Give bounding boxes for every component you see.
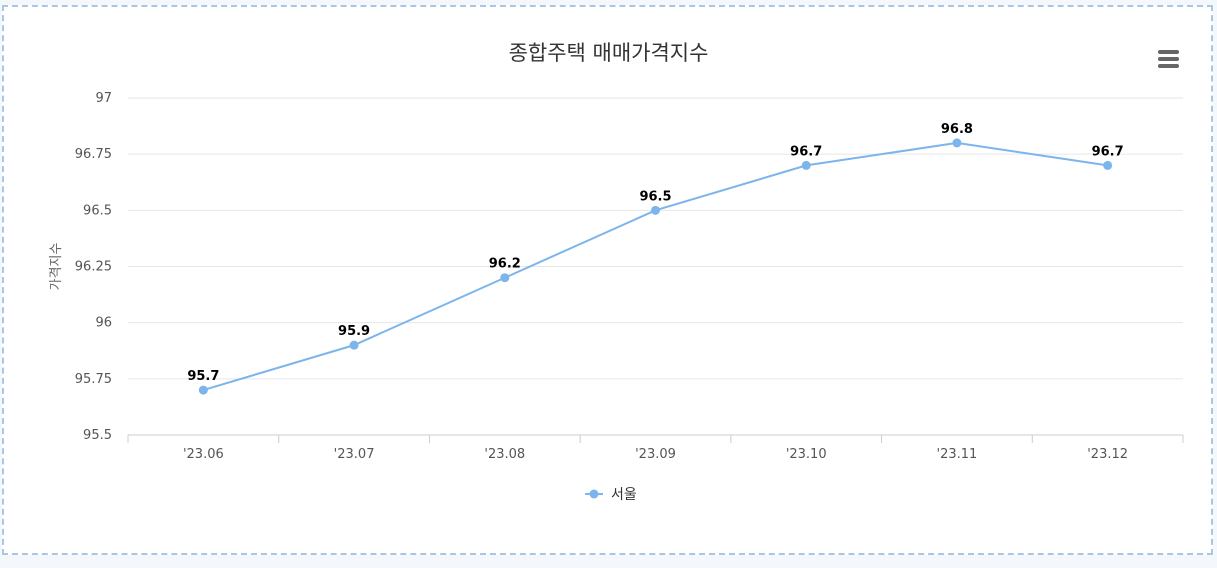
- data-label: 96.2: [489, 257, 521, 272]
- y-tick-label: 96.5: [83, 203, 112, 218]
- data-point[interactable]: [349, 340, 359, 350]
- hamburger-menu-icon-bar: [1158, 64, 1179, 68]
- chart-menu-button[interactable]: [1154, 46, 1182, 72]
- data-label: 95.7: [187, 369, 219, 384]
- x-tick-label: '23.09: [635, 447, 676, 462]
- x-tick-label: '23.08: [484, 447, 525, 462]
- data-point[interactable]: [198, 385, 208, 395]
- chart-title: 종합주택 매매가격지수: [508, 41, 709, 65]
- x-tick-label: '23.12: [1087, 447, 1128, 462]
- hamburger-menu-icon-bar: [1158, 57, 1179, 61]
- y-tick-label: 96: [95, 316, 112, 331]
- legend[interactable]: 서울: [585, 487, 637, 503]
- y-axis-title: 가격지수: [49, 243, 64, 291]
- x-axis-ticks: '23.06 '23.07 '23.08 '23.09 '23.10 '23.11 '23.…: [127, 435, 1184, 462]
- hamburger-menu-icon-bar: [1158, 50, 1179, 54]
- data-label: 96.8: [941, 122, 973, 137]
- y-tick-label: 96.25: [75, 260, 112, 275]
- series-layer: [198, 138, 1113, 395]
- x-tick-label: '23.07: [334, 447, 375, 462]
- x-tick-label: '23.06: [183, 447, 224, 462]
- data-point[interactable]: [801, 160, 811, 170]
- grid-lines: [128, 97, 1183, 436]
- data-point[interactable]: [952, 138, 962, 148]
- x-tick-label: '23.11: [937, 447, 978, 462]
- data-label: 96.7: [1092, 144, 1124, 159]
- legend-point-marker: [589, 489, 599, 499]
- data-point[interactable]: [651, 205, 660, 215]
- data-label: 95.9: [338, 324, 370, 339]
- y-tick-label: 96.75: [75, 147, 112, 162]
- data-point[interactable]: [1103, 160, 1113, 170]
- y-tick-label: 95.75: [75, 372, 112, 387]
- data-labels: 95.7 95.9 96.2 96.5 96.7 96.8 96.7: [187, 122, 1123, 384]
- legend-item-seoul[interactable]: 서울: [611, 487, 637, 503]
- y-tick-label: 95.5: [83, 428, 112, 443]
- data-label: 96.5: [639, 189, 671, 204]
- chart-container: [2, 5, 1213, 555]
- data-point[interactable]: [500, 273, 510, 283]
- x-tick-label: '23.10: [786, 447, 827, 462]
- data-label: 96.7: [790, 144, 822, 159]
- y-axis-ticks: 95.5 95.75 96 96.25 96.5 96.75 97: [75, 91, 112, 443]
- y-tick-label: 97: [95, 91, 112, 106]
